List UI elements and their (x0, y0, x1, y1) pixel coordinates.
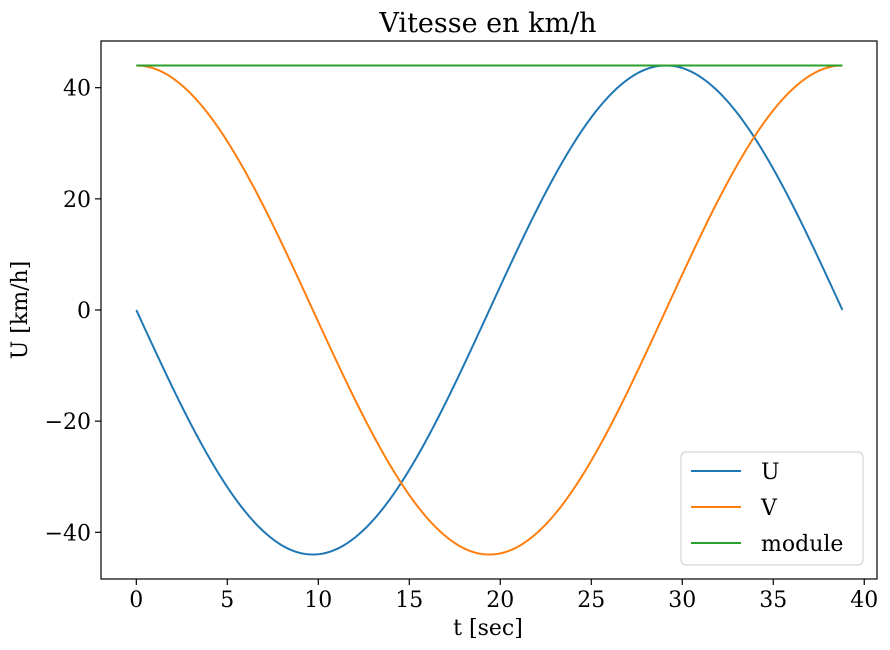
x-tick-label: 5 (220, 588, 234, 613)
series-line-u (135, 64, 844, 556)
legend-label-module: module (761, 532, 843, 557)
chart-title: Vitesse en km/h (378, 8, 596, 39)
legend-label-u: U (761, 460, 780, 485)
x-tick-label: 30 (668, 588, 696, 613)
y-tick-label: 20 (63, 188, 91, 213)
y-tick-label: −20 (45, 410, 91, 435)
series-line-v (136, 64, 843, 556)
x-axis-label: t [sec] (453, 616, 523, 641)
x-tick-label: 25 (577, 588, 605, 613)
legend-label-v: V (760, 496, 778, 521)
x-tick-label: 0 (129, 588, 143, 613)
x-tick-label: 40 (850, 588, 878, 613)
y-axis-label: U [km/h] (8, 261, 33, 359)
y-tick-label: 40 (63, 77, 91, 102)
x-axis-ticks: 0 5 10 15 20 25 30 35 40 (129, 579, 878, 613)
y-tick-label: −40 (45, 521, 91, 546)
x-tick-label: 20 (486, 588, 514, 613)
legend-box (680, 451, 864, 566)
series-layer (135, 64, 844, 556)
x-tick-label: 35 (759, 588, 787, 613)
y-tick-label: 0 (77, 299, 91, 324)
legend: U V module (680, 451, 864, 566)
y-axis-ticks: −40 −20 0 20 40 (45, 77, 101, 546)
x-tick-label: 10 (304, 588, 332, 613)
x-tick-label: 15 (395, 588, 423, 613)
